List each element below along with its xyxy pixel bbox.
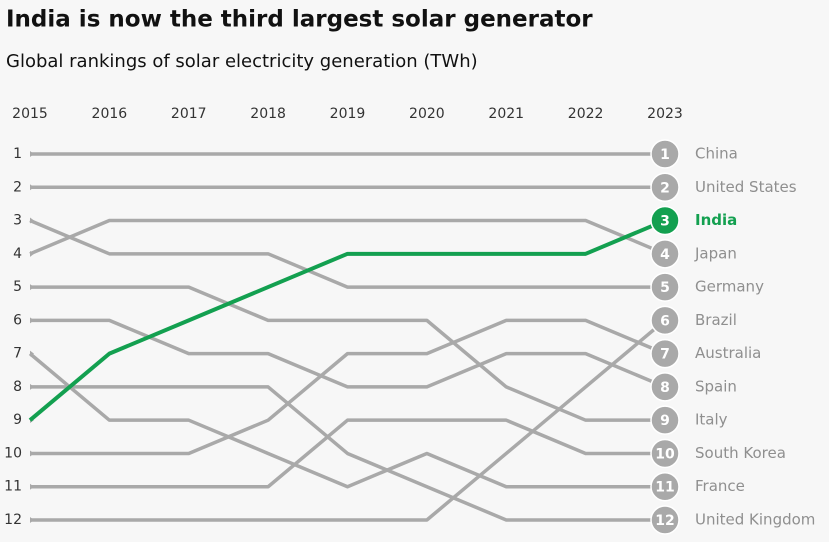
series-name: South Korea [695, 444, 786, 462]
series-line [30, 318, 666, 389]
y-tick-label: 4 [13, 246, 22, 262]
end-rank-label: 12 [655, 513, 674, 529]
series-line [30, 418, 665, 489]
end-rank-label: 9 [660, 413, 670, 429]
series-name: Italy [695, 411, 728, 429]
y-tick-label: 6 [13, 312, 22, 328]
end-marker [650, 471, 680, 502]
series-name: Germany [695, 278, 764, 296]
series-name: Australia [695, 344, 761, 362]
series-line [29, 218, 666, 256]
series-name: Spain [695, 377, 737, 395]
x-tick-label: 2019 [330, 106, 366, 122]
end-marker [650, 239, 680, 269]
x-tick-label: 2022 [568, 106, 604, 122]
x-tick-label: 2020 [409, 106, 445, 122]
end-rank-label: 5 [660, 280, 670, 296]
y-tick-label: 8 [13, 379, 22, 395]
x-tick-label: 2023 [647, 106, 683, 122]
end-marker [650, 205, 680, 236]
x-tick-label: 2015 [12, 106, 48, 122]
series-name: Japan [694, 244, 737, 262]
end-rank-label: 4 [660, 247, 670, 263]
series-line [30, 385, 665, 522]
y-tick-label: 3 [13, 213, 22, 229]
series-line [30, 318, 666, 456]
series-line [30, 285, 665, 422]
end-marker [650, 505, 680, 535]
x-tick-label: 2018 [250, 106, 286, 122]
end-marker [650, 139, 680, 169]
y-tick-label: 5 [13, 279, 22, 295]
series-name: India [695, 211, 737, 229]
end-rank-label: 11 [655, 480, 674, 496]
series-name: Brazil [695, 311, 737, 329]
chart-subtitle: Global rankings of solar electricity gen… [6, 51, 478, 72]
series-line [29, 218, 665, 289]
series-line [28, 218, 666, 422]
y-tick-label: 11 [4, 479, 22, 495]
y-tick-label: 2 [13, 179, 22, 195]
series-line [28, 352, 665, 489]
x-tick-label: 2017 [171, 106, 207, 122]
end-rank-label: 8 [660, 380, 670, 396]
end-rank-label: 7 [660, 347, 670, 363]
end-rank-label: 10 [655, 446, 675, 462]
end-marker [650, 372, 680, 402]
y-tick-label: 12 [4, 512, 22, 528]
end-rank-label: 6 [660, 313, 670, 329]
series-name: United Kingdom [695, 511, 815, 529]
x-tick-label: 2021 [488, 106, 524, 122]
series-name: China [695, 145, 738, 163]
end-rank-label: 1 [660, 147, 670, 163]
y-tick-label: 10 [4, 445, 22, 461]
y-tick-label: 9 [13, 412, 22, 428]
series-name: France [695, 477, 745, 495]
end-rank-label: 2 [660, 180, 670, 196]
end-marker [650, 305, 680, 336]
end-marker [650, 438, 680, 469]
y-tick-label: 1 [13, 146, 22, 162]
end-marker [650, 172, 680, 203]
series-name: United States [695, 178, 797, 196]
end-marker [650, 405, 680, 435]
chart-title: India is now the third largest solar gen… [6, 7, 593, 33]
end-marker [650, 272, 680, 302]
x-tick-label: 2016 [92, 106, 128, 122]
y-tick-label: 7 [13, 346, 22, 362]
end-rank-label: 3 [660, 214, 670, 230]
end-marker [650, 338, 680, 369]
